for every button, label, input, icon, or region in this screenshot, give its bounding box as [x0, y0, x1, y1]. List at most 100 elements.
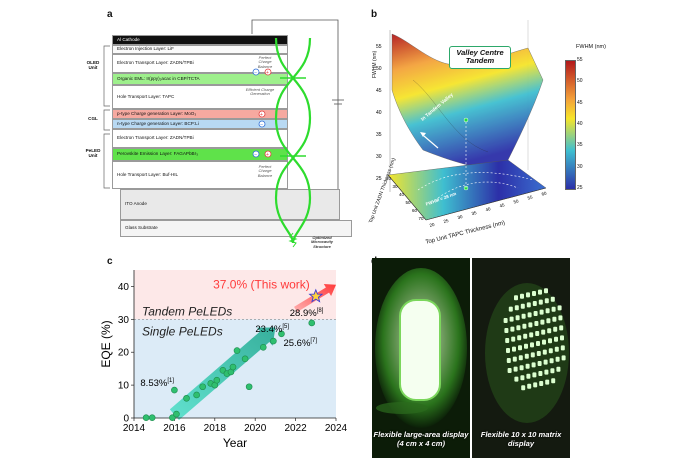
matrix-pixel — [506, 348, 510, 353]
microcavity-wave — [274, 38, 312, 248]
matrix-pixel — [525, 363, 530, 369]
layer-glass-substrate: Glass Substrate — [120, 220, 352, 237]
matrix-pixel — [533, 311, 538, 316]
matrix-pixel — [554, 336, 558, 342]
matrix-pixel — [544, 298, 549, 304]
charge-carriers: − + + − − + — [252, 68, 272, 158]
note-balance-bottom: Perfect Charge Balance — [257, 164, 273, 178]
matrix-pixel — [524, 353, 529, 359]
svg-text:+: + — [260, 112, 263, 118]
colorbar-tick: 50 — [577, 78, 583, 85]
x-axis-label: Year — [223, 436, 247, 450]
photo-matrix-svg — [472, 258, 570, 458]
y-tick-label: 40 — [118, 282, 130, 293]
layer-etl-bottom: Electron Transport Layer: ZADN/TPBi — [112, 129, 288, 148]
matrix-pixel — [527, 312, 532, 318]
b-x-tick: 35 — [471, 210, 478, 216]
data-point — [142, 414, 150, 421]
b-z-tick: 35 — [376, 132, 382, 138]
point-annotation: 23.4%[5] — [255, 324, 289, 335]
photo-large-area-display: Flexible large-area display (4 cm x 4 cm… — [372, 258, 470, 458]
this-work-label: 37.0% (This work) — [213, 277, 310, 291]
matrix-pixel — [536, 341, 540, 346]
matrix-pixel — [510, 326, 515, 332]
layer-lif: Electron Injection Layer: LiF — [112, 45, 288, 54]
b-x-tick: 40 — [485, 206, 492, 212]
b-z-tick: 40 — [376, 110, 382, 116]
side-label-cgl: CGL — [88, 116, 98, 121]
side-label-peled: PeLED Unit — [85, 148, 101, 159]
caption-large-area: Flexible large-area display (4 cm x 4 cm… — [373, 429, 469, 448]
matrix-pixel — [511, 336, 516, 342]
b-z-tick: 55 — [376, 44, 382, 50]
matrix-pixel — [558, 315, 563, 321]
y-tick-label: 20 — [118, 348, 130, 359]
tandem-region — [134, 270, 336, 320]
side-label-oled: OLED Unit — [86, 60, 100, 71]
panel-label-c: c — [107, 256, 113, 267]
layer-p-cgl: p-type Charge generation Layer: MoO₃ — [112, 109, 288, 119]
matrix-pixel — [520, 293, 524, 299]
unit-brackets — [103, 45, 110, 189]
svg-text:−: − — [260, 122, 263, 128]
layer-htl-tapc: Hole Transport Layer: TAPC — [112, 85, 288, 109]
matrix-pixel — [527, 383, 532, 389]
matrix-pixel — [552, 316, 557, 322]
matrix-pixel — [508, 306, 513, 312]
layer-etl-top: Electron Transport Layer: ZADN/TPBi — [112, 54, 288, 73]
matrix-pixel — [534, 321, 539, 326]
x-tick-label: 2024 — [325, 423, 348, 434]
matrix-pixel — [544, 288, 548, 294]
b-y-tick: 20 — [386, 176, 392, 181]
data-point — [171, 386, 178, 394]
matrix-pixel — [526, 292, 530, 298]
matrix-pixel — [546, 318, 551, 324]
panel-label-a: a — [107, 9, 113, 20]
matrix-pixel — [530, 352, 535, 358]
matrix-pixel — [548, 338, 552, 344]
matrix-pixel — [539, 381, 544, 386]
b-y-tick: 30 — [393, 184, 399, 189]
matrix-pixel — [532, 291, 536, 296]
colorbar-tick: 40 — [577, 121, 583, 127]
matrix-pixel — [518, 355, 523, 361]
colorbar-tick: 45 — [577, 99, 583, 106]
b-x-tick: 45 — [499, 202, 506, 208]
data-point — [259, 343, 267, 351]
layer-organic-eml: Organic EML: Ir(ppy)₂acac in CBP/TCTA — [112, 73, 288, 85]
b-z-tick: 25 — [376, 176, 382, 182]
matrix-pixel — [503, 318, 508, 323]
single-region-label: Single PeLEDs — [142, 324, 223, 338]
matrix-pixel — [559, 325, 564, 331]
matrix-pixel — [518, 345, 522, 351]
panel-label-b: b — [371, 9, 378, 20]
note-balance-top: Perfect Charge Balance — [257, 55, 273, 69]
matrix-pixel — [540, 319, 545, 325]
matrix-pixel — [551, 306, 556, 312]
y-axis-label: EQE (%) — [100, 320, 113, 367]
matrix-pixel — [520, 375, 525, 381]
point-annotation: 28.9%[8] — [290, 308, 324, 319]
matrix-pixel — [560, 345, 565, 351]
layer-htl-bufhil: Hole Transport Layer: Buf-HIL — [112, 161, 288, 189]
b-z-tick: 30 — [376, 154, 382, 160]
data-point — [169, 414, 176, 421]
photo-matrix-display: Flexible 10 x 10 matrix display — [472, 258, 570, 458]
matrix-pixel — [550, 296, 555, 302]
matrix-pixel — [548, 348, 553, 354]
matrix-pixel — [529, 332, 534, 338]
matrix-pixel — [542, 349, 547, 355]
this-work-star — [308, 288, 324, 303]
data-point — [245, 383, 253, 391]
matrix-pixel — [506, 358, 511, 363]
matrix-pixel — [543, 359, 548, 365]
matrix-pixel — [523, 333, 528, 339]
matrix-pixel — [516, 325, 521, 331]
colorbar-tick: 25 — [577, 185, 583, 191]
matrix-pixel — [521, 313, 526, 319]
matrix-pixel — [526, 302, 531, 308]
matrix-pixel — [532, 301, 537, 306]
matrix-pixel — [530, 342, 534, 348]
layer-n-cgl: n-type Charge generation Layer: BCP:Li — [112, 119, 288, 129]
y-tick-label: 30 — [118, 315, 130, 326]
